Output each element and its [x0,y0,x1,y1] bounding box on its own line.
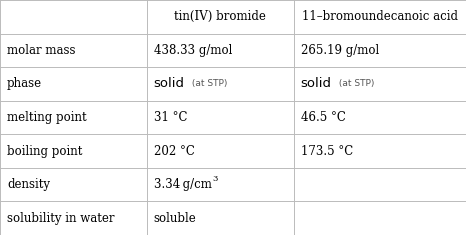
Text: 31 °C: 31 °C [154,111,187,124]
Text: solid: solid [154,77,185,90]
Text: soluble: soluble [154,212,197,225]
Text: 3: 3 [212,175,218,183]
Text: phase: phase [7,77,42,90]
Text: 438.33 g/mol: 438.33 g/mol [154,44,232,57]
Text: tin(IV) bromide: tin(IV) bromide [174,10,266,23]
Text: 173.5 °C: 173.5 °C [301,145,353,158]
Text: solubility in water: solubility in water [7,212,115,225]
Text: 3.34 g/cm: 3.34 g/cm [154,178,212,191]
Text: solid: solid [301,77,332,90]
Text: melting point: melting point [7,111,87,124]
Text: (at STP): (at STP) [336,79,374,88]
Text: molar mass: molar mass [7,44,75,57]
Text: 265.19 g/mol: 265.19 g/mol [301,44,379,57]
Text: 11–bromoundecanoic acid: 11–bromoundecanoic acid [302,10,458,23]
Text: 202 °C: 202 °C [154,145,195,158]
Text: (at STP): (at STP) [189,79,227,88]
Text: density: density [7,178,50,191]
Text: 46.5 °C: 46.5 °C [301,111,345,124]
Text: boiling point: boiling point [7,145,82,158]
